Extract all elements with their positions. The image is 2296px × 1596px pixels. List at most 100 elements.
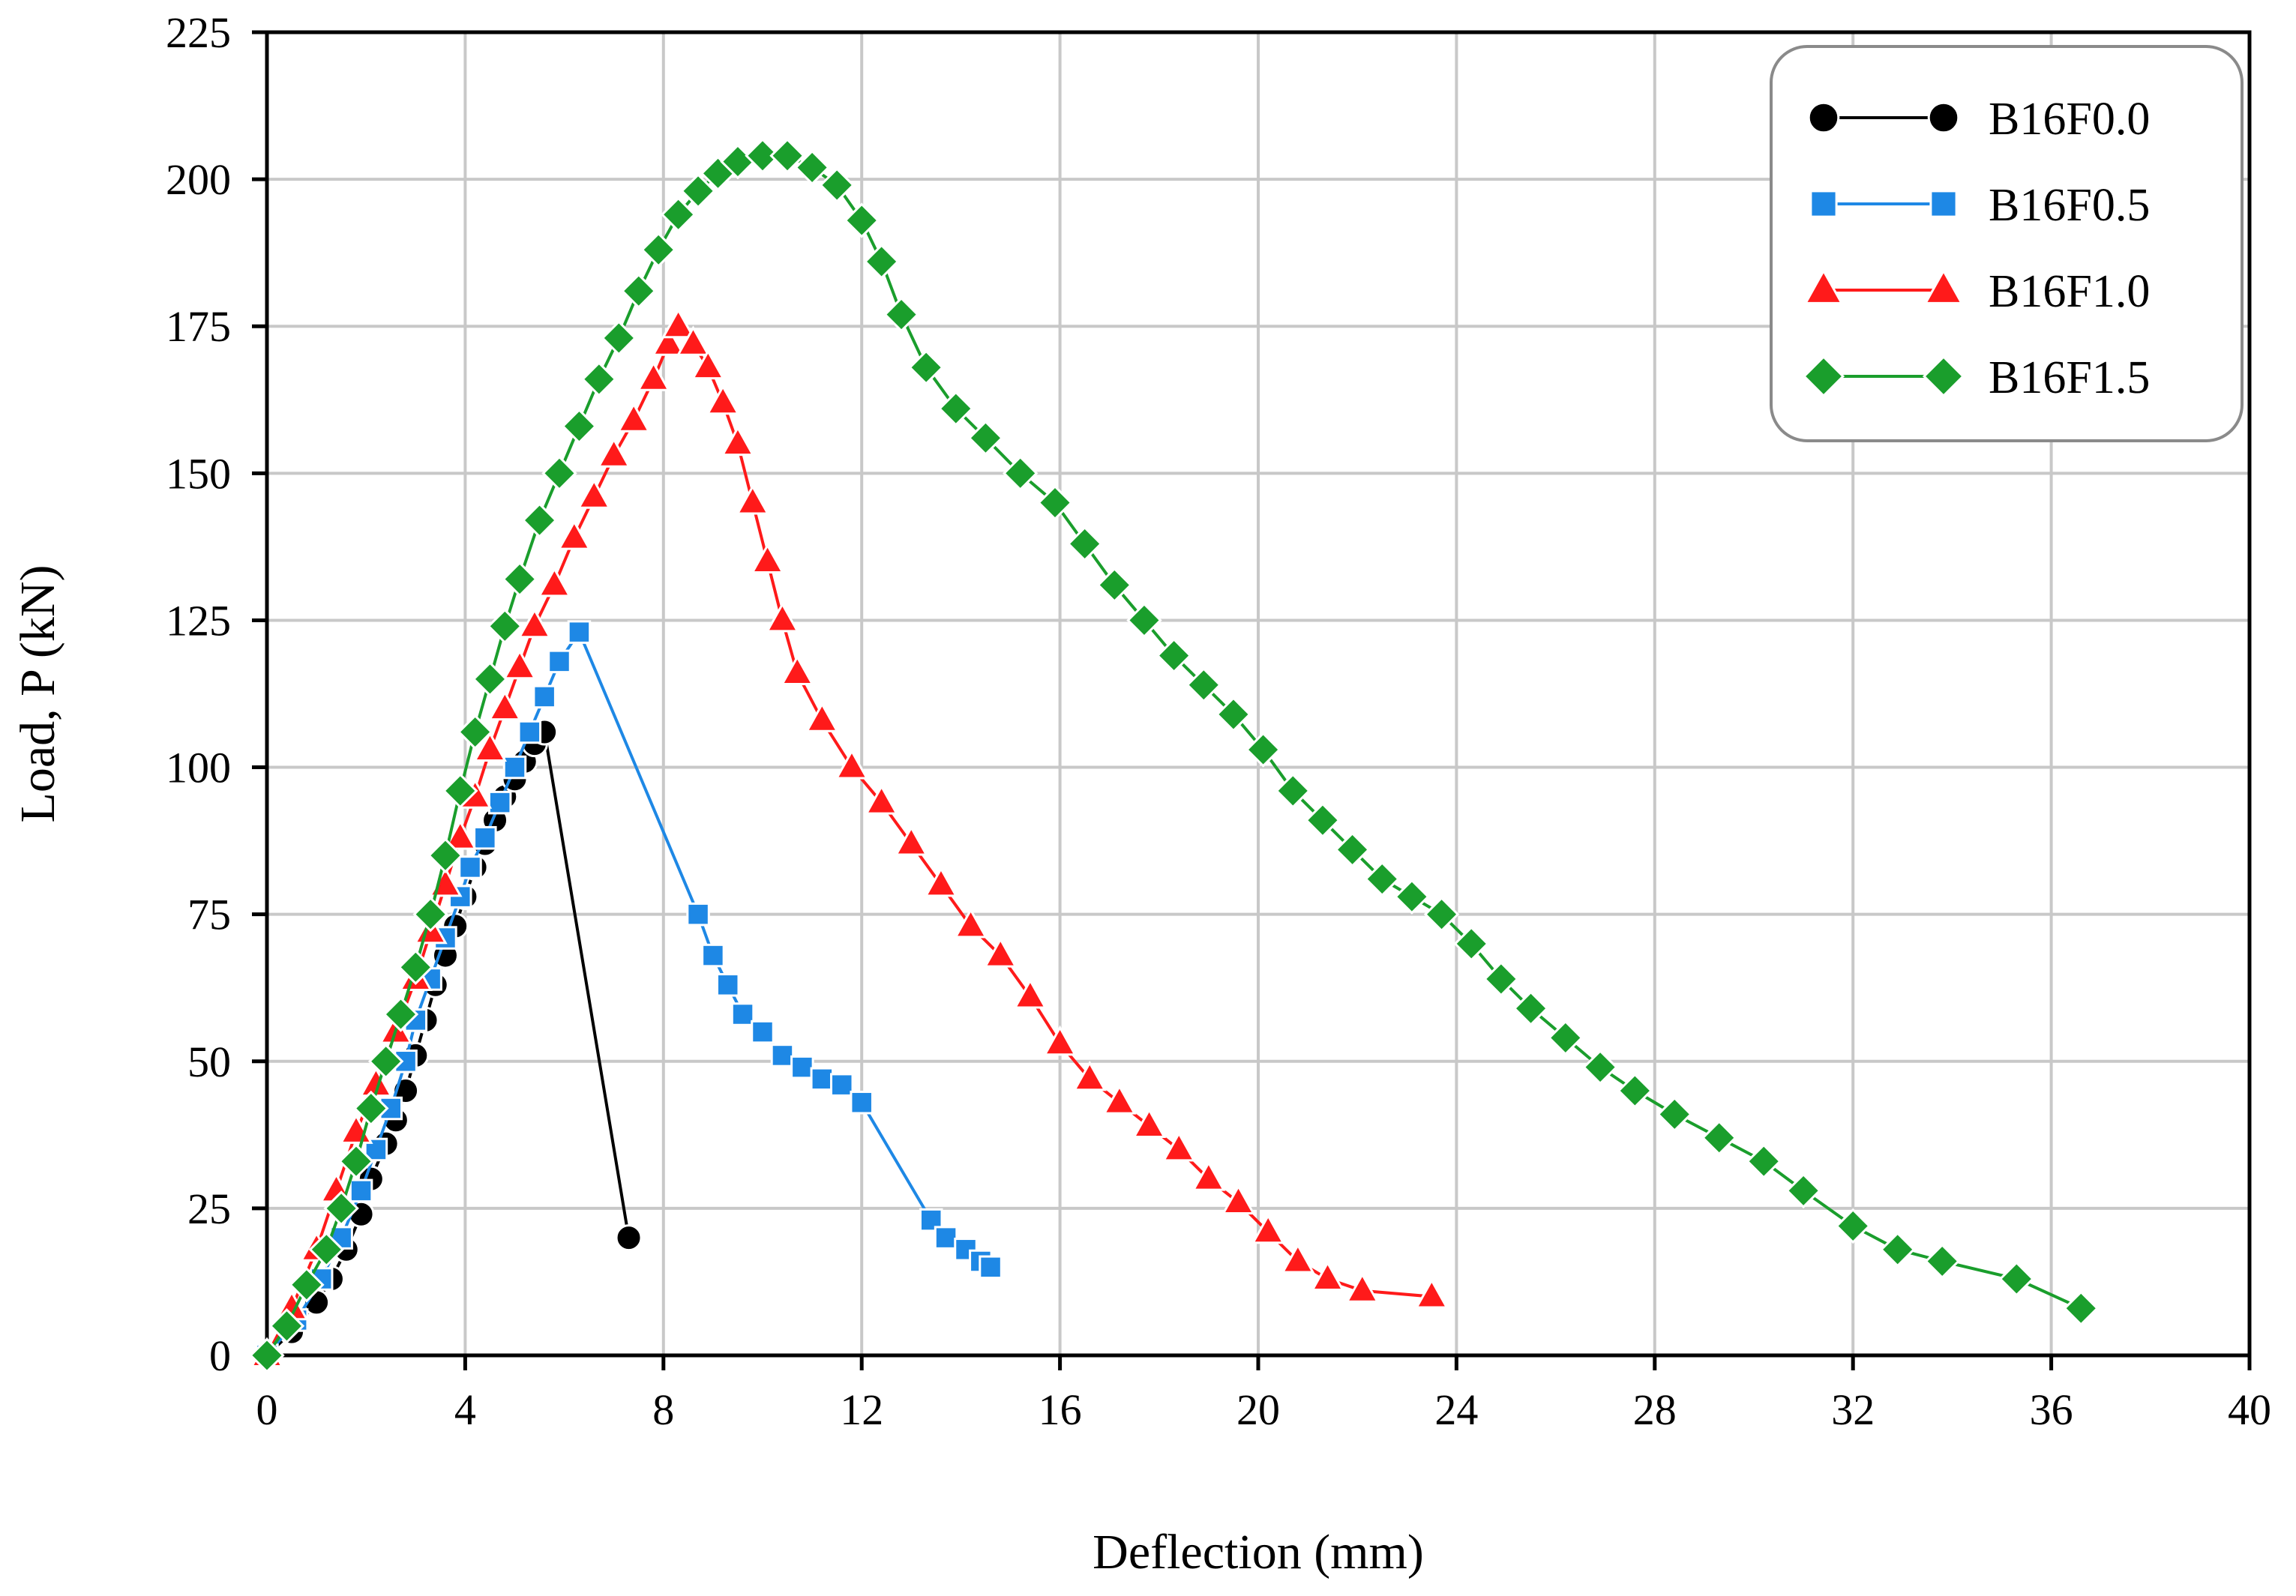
legend: B16F0.0 B16F0.5 B16F1.0 B16F1.5 [1770,45,2244,442]
y-tick-label: 175 [166,302,231,351]
data-point-B16F1.0 [443,819,478,850]
data-point-B16F1.0 [736,484,770,515]
data-point-B16F1.5 [382,996,419,1032]
data-point-B16F1.5 [640,232,676,268]
data-point-B16F1.0 [765,601,800,633]
data-point-B16F1.5 [1126,602,1162,639]
data-point-B16F1.5 [1334,831,1371,868]
data-point-B16F1.5 [1453,926,1489,962]
data-point-B16F1.0 [835,749,869,780]
data-point-B16F1.5 [1512,990,1549,1026]
data-point-B16F1.5 [1582,1049,1618,1085]
data-point-B16F1.5 [487,608,523,645]
data-point-B16F1.5 [844,202,880,238]
data-point-B16F1.5 [1924,1243,1960,1280]
y-tick-label: 75 [187,891,231,939]
data-point-B16F0.5 [686,902,710,927]
x-tick-label: 8 [652,1385,674,1434]
y-tick-label: 150 [166,449,231,498]
legend-label: B16F0.5 [1989,180,2150,231]
data-point-B16F0.5 [830,1073,854,1097]
legend-box [1770,45,2244,442]
y-tick-label: 225 [166,8,231,57]
legend-item-B16F1.5: B16F1.5 [1802,352,2150,403]
legend-marker [1809,190,1838,218]
legend-label: B16F0.0 [1989,94,2150,145]
data-point-B16F1.5 [323,1190,359,1226]
data-point-B16F1.5 [601,320,637,356]
data-point-B16F1.5 [745,138,781,174]
data-point-B16F1.0 [1345,1272,1380,1303]
x-tick-label: 36 [2030,1385,2073,1434]
data-point-B16F1.0 [616,402,651,433]
data-point-B16F0.5 [547,649,571,674]
data-point-B16F0.5 [979,1255,1003,1280]
data-point-B16F1.0 [1102,1084,1137,1115]
data-point-B16F1.5 [1423,896,1460,933]
data-point-B16F1.5 [289,1267,325,1303]
data-point-B16F1.0 [805,702,839,732]
data-point-B16F0.5 [751,1020,775,1044]
data-point-B16F1.5 [338,1143,374,1179]
data-point-B16F1.5 [1617,1073,1653,1109]
data-point-B16F1.5 [1835,1208,1871,1244]
legend-marker [1923,268,1964,304]
data-point-B16F1.5 [472,661,508,697]
data-point-B16F1.0 [1043,1025,1078,1056]
data-point-B16F1.5 [1096,567,1133,603]
data-point-B16F1.5 [353,1090,389,1127]
legend-marker [1929,190,1958,218]
x-tick-label: 20 [1236,1385,1280,1434]
data-point-B16F1.5 [883,296,919,333]
data-point-B16F1.5 [769,138,805,174]
y-tick-label: 125 [166,596,231,645]
legend-label: B16F1.0 [1989,266,2150,317]
data-point-B16F1.0 [651,325,685,356]
data-point-B16F1.0 [954,907,988,939]
data-point-B16F1.5 [308,1232,345,1268]
data-point-B16F1.5 [2063,1290,2099,1326]
data-point-B16F1.5 [1394,879,1430,915]
data-point-B16F1.5 [397,949,434,985]
data-point-B16F1.0 [1221,1184,1256,1215]
data-point-B16F1.5 [1998,1261,2035,1297]
data-point-B16F1.0 [1281,1243,1315,1274]
data-point-B16F1.5 [967,420,1004,456]
data-point-B16F1.5 [521,502,558,538]
data-point-B16F1.0 [637,361,671,391]
data-point-B16F0.5 [517,720,542,744]
x-tick-label: 12 [840,1385,883,1434]
x-tick-label: 40 [2228,1385,2271,1434]
data-point-B16F1.0 [517,607,552,639]
data-point-B16F1.5 [1185,667,1222,703]
data-point-B16F0.5 [349,1178,373,1203]
data-point-B16F0.5 [701,943,725,968]
legend-marker [1927,101,1960,134]
data-point-B16F0.0 [615,1224,643,1252]
y-tick-label: 25 [187,1184,231,1233]
data-point-B16F1.5 [412,896,448,933]
data-point-B16F1.0 [597,437,631,468]
data-point-B16F0.5 [473,825,497,850]
data-point-B16F0.5 [810,1067,835,1091]
data-point-B16F0.5 [487,790,512,815]
data-point-B16F0.5 [502,755,527,780]
data-point-B16F1.5 [581,361,617,397]
data-point-B16F1.5 [1483,961,1519,997]
data-point-B16F1.0 [983,937,1018,968]
data-point-B16F1.0 [1072,1060,1107,1091]
x-tick-label: 28 [1633,1385,1677,1434]
data-point-B16F1.5 [1656,1096,1692,1133]
data-point-B16F1.5 [863,244,900,280]
legend-item-B16F0.5: B16F0.5 [1809,180,2150,231]
data-point-B16F0.5 [567,620,592,644]
legend-marker [1807,101,1840,134]
x-tick-label: 16 [1039,1385,1082,1434]
data-point-B16F1.5 [1364,861,1400,897]
legend-item-B16F0.0: B16F0.0 [1807,94,2150,145]
axes: 0 4 8 12 16 20 24 28 32 36 40 0 25 50 75 100 125 150 175 20… [166,8,2271,1434]
data-point-B16F1.0 [780,654,814,686]
y-tick-label: 50 [187,1038,231,1086]
data-point-B16F1.0 [1161,1130,1196,1162]
